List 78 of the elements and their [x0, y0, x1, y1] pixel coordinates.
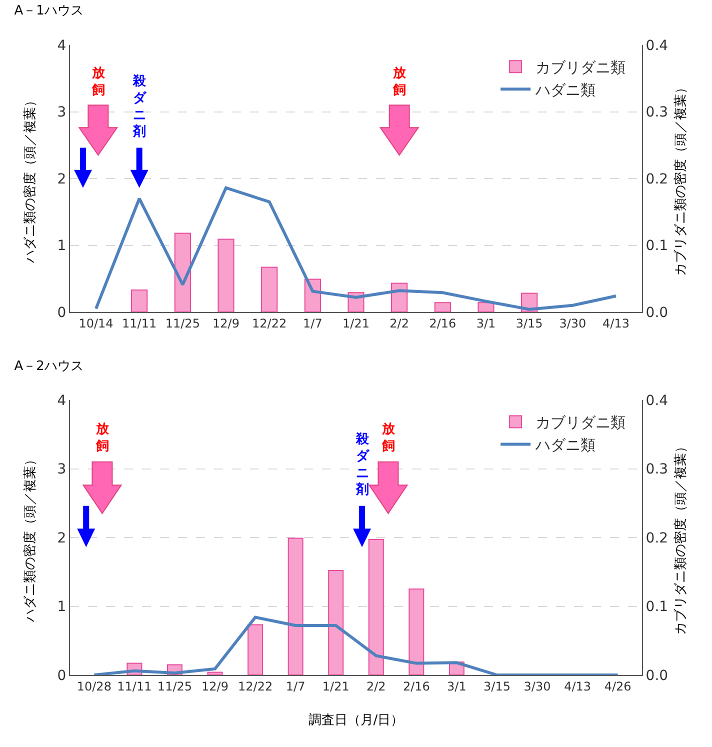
- chart-title: A－1ハウス: [14, 3, 84, 18]
- annotation: 殺ダニ剤: [355, 432, 370, 498]
- x-tick-label: 1/21: [342, 316, 370, 330]
- annotation: 放飼: [392, 66, 407, 98]
- y2-tick-label: 0.3: [646, 104, 668, 121]
- annotation: 放飼: [95, 422, 110, 454]
- x-tick-label: 10/28: [76, 679, 112, 694]
- y-tick-label: 4: [57, 38, 66, 54]
- bar: [368, 539, 384, 675]
- x-tick-label: 2/16: [402, 679, 430, 694]
- y-axis-title: ハダニ類の密度（頭／複葉）: [22, 94, 38, 264]
- y-tick-label: 0: [57, 668, 66, 684]
- x-tick-label: 4/26: [604, 679, 632, 694]
- y2-tick-label: 0.0: [646, 304, 668, 321]
- x-tick-label: 3/1: [447, 679, 466, 694]
- y2-tick-label: 0.2: [646, 171, 668, 188]
- x-tick-label: 12/22: [238, 679, 273, 694]
- x-tick-label: 11/11: [117, 679, 152, 694]
- y2-axis-title: カブリダニ類の密度（頭／複葉）: [672, 440, 688, 635]
- y-tick-label: 2: [57, 530, 66, 546]
- bar: [408, 588, 424, 675]
- x-tick-label: 4/13: [602, 316, 630, 330]
- x-tick-label: 1/21: [322, 679, 350, 694]
- y2-tick-label: 0.2: [646, 530, 668, 546]
- bar: [174, 232, 191, 312]
- x-tick-label: 3/30: [524, 679, 551, 694]
- bar: [328, 570, 344, 675]
- x-tick-label: 12/9: [212, 316, 240, 330]
- x-tick-label: 2/16: [429, 316, 456, 330]
- y-tick-label: 1: [57, 238, 66, 254]
- y-tick-label: 0: [57, 304, 66, 321]
- x-tick-label: 1/7: [303, 316, 322, 330]
- x-tick-label: 4/13: [564, 679, 592, 694]
- y-tick-label: 1: [57, 599, 66, 616]
- x-tick-label: 2/2: [390, 316, 409, 330]
- x-tick-label: 12/22: [252, 316, 287, 330]
- y-tick-label: 3: [57, 104, 66, 121]
- x-tick-label: 11/25: [157, 679, 192, 694]
- bar: [207, 672, 223, 675]
- y-tick-label: 4: [57, 392, 66, 409]
- x-tick-label: 3/15: [484, 679, 510, 694]
- y2-tick-label: 0.4: [646, 392, 668, 409]
- x-tick-label: 2/2: [366, 679, 386, 694]
- y2-tick-label: 0.3: [646, 462, 668, 478]
- x-axis-title: 調査日（月/日）: [308, 713, 404, 728]
- bar: [248, 624, 264, 675]
- bar: [218, 238, 234, 312]
- y2-tick-label: 0.4: [646, 38, 668, 54]
- bar: [131, 289, 148, 312]
- y2-tick-label: 0.1: [646, 238, 668, 254]
- x-tick-label: 11/25: [165, 316, 200, 330]
- y-tick-label: 3: [57, 462, 66, 478]
- legend-label: ハダニ類: [534, 436, 596, 454]
- annotation: 放飼: [381, 422, 396, 454]
- x-tick-label: 3/15: [516, 316, 543, 330]
- x-tick-label: 3/30: [559, 316, 586, 330]
- x-tick-label: 3/1: [476, 316, 496, 330]
- legend-label: カブリダニ類: [536, 414, 626, 432]
- legend-label: ハダニ類: [534, 80, 596, 99]
- legend-label: カブリダニ類: [536, 58, 626, 76]
- x-tick-label: 1/7: [286, 679, 306, 694]
- bar: [478, 302, 494, 312]
- y-tick-label: 2: [57, 171, 66, 188]
- y2-axis-title: カブリダニ類の密度（頭／複葉）: [672, 81, 688, 276]
- bar: [288, 538, 304, 675]
- chart-title: A－2ハウス: [14, 358, 84, 374]
- annotation: 放飼: [91, 66, 106, 98]
- x-tick-label: 12/9: [202, 679, 228, 694]
- y2-tick-label: 0.0: [646, 668, 668, 684]
- x-tick-label: 10/14: [78, 316, 114, 330]
- y-axis-title: ハダニ類の密度（頭／複葉）: [22, 453, 38, 623]
- x-tick-label: 11/11: [122, 316, 157, 330]
- line-series: [92, 616, 620, 675]
- bar: [434, 302, 451, 312]
- annotation: 殺ダニ剤: [132, 74, 147, 140]
- bar: [261, 266, 278, 312]
- line-series: [94, 186, 618, 311]
- y2-tick-label: 0.1: [646, 599, 668, 616]
